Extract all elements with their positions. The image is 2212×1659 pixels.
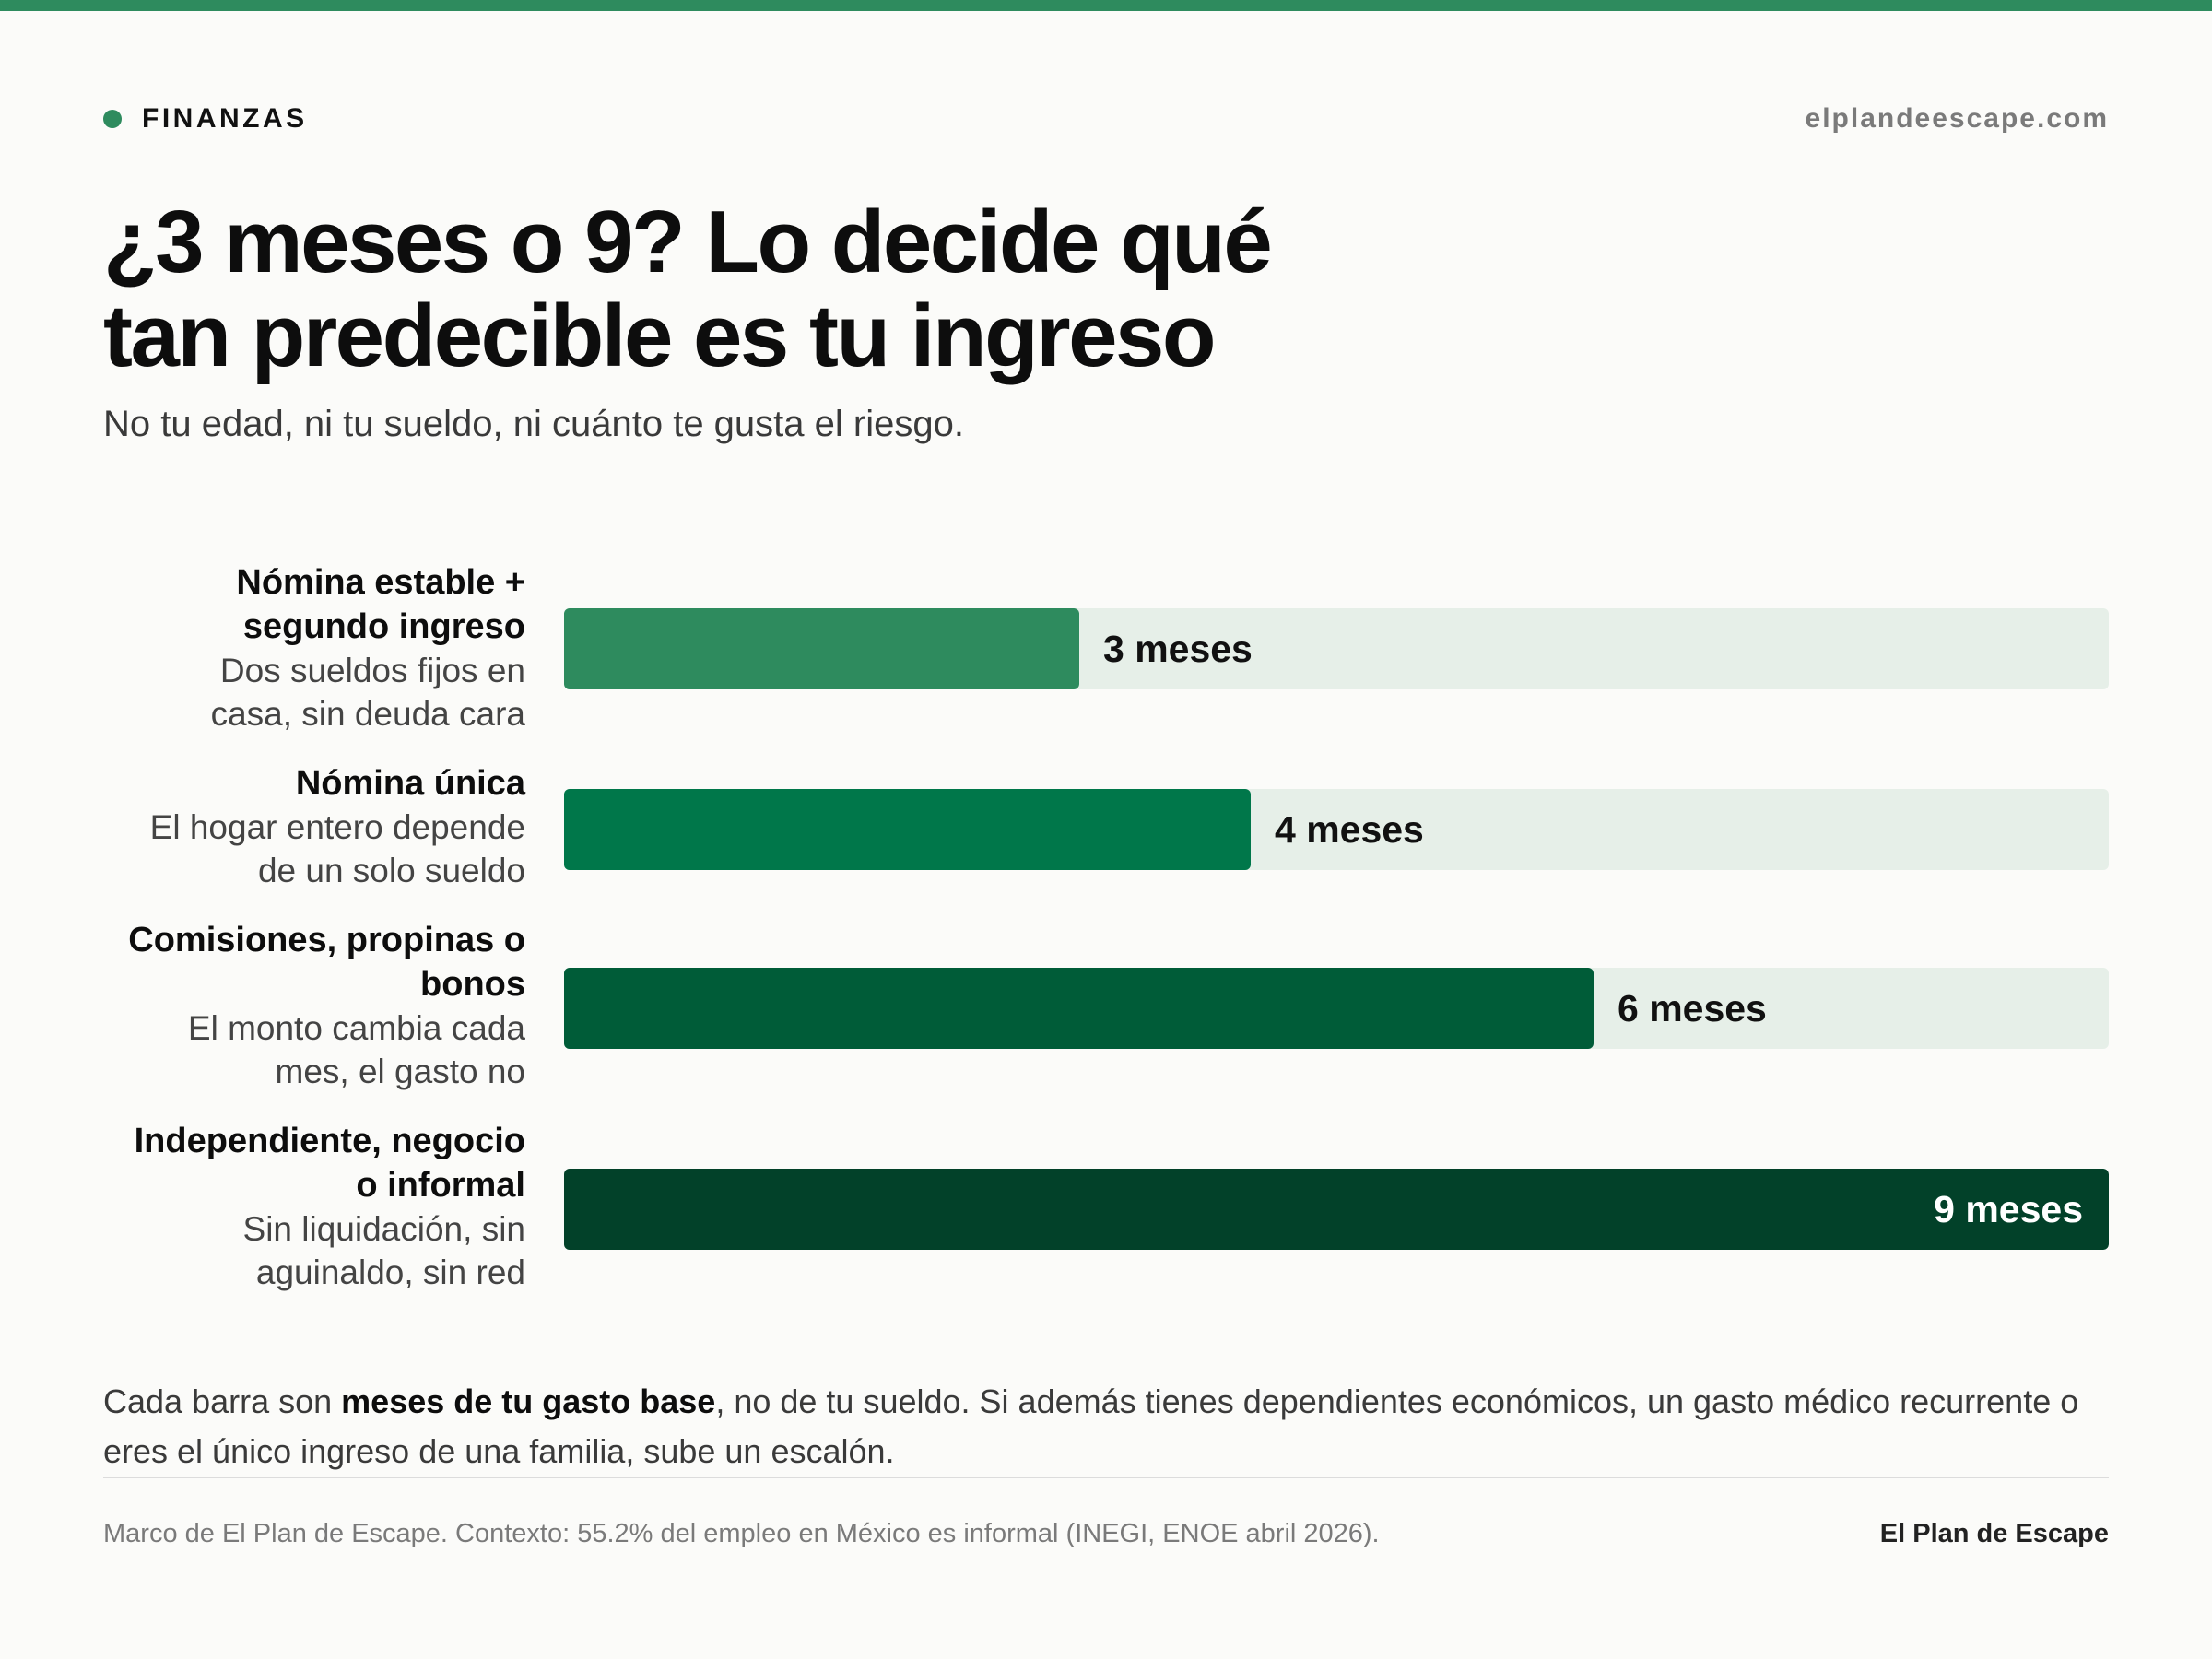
row-label-1: Nómina estable + segundo ingreso Dos suel… — [83, 560, 525, 735]
category-description: El hogar entero depende de un solo sueldo — [149, 808, 525, 889]
site-url[interactable]: elplandeescape.com — [1805, 103, 2109, 134]
bar-track-2 — [564, 789, 2109, 870]
header: FINANZAS elplandeescape.com — [103, 103, 2109, 140]
bar-1 — [564, 608, 1079, 689]
bar-value-label-3: 6 meses — [1618, 987, 1767, 1030]
bar-value-label-2: 4 meses — [1275, 808, 1424, 851]
row-label-4: Independiente, negocio o informal Sin liq… — [83, 1119, 525, 1294]
chart-title-line-1: ¿3 meses o 9? Lo decide qué — [103, 193, 1273, 291]
bar-value-label-1: 3 meses — [1103, 628, 1253, 670]
category-name: Comisiones, propinas o bonos — [128, 921, 525, 1004]
bar-4 — [564, 1169, 2109, 1250]
top-accent-bar — [0, 0, 2212, 11]
chart-title-line-2: tan predecible es tu ingreso — [103, 287, 1217, 385]
source-note: Marco de El Plan de Escape. Contexto: 55… — [103, 1519, 1380, 1548]
note-text-pre: Cada barra son — [103, 1382, 342, 1420]
footer-divider — [103, 1477, 2109, 1478]
category-tag: FINANZAS — [103, 103, 308, 135]
bar-track-4 — [564, 1169, 2109, 1250]
brand-name: El Plan de Escape — [1879, 1519, 2109, 1548]
bar-3 — [564, 968, 1594, 1049]
note-text-post: , no de tu sueldo. Si además tienes depe… — [103, 1382, 2079, 1470]
bar-track-1 — [564, 608, 2109, 689]
category-name: Independiente, negocio o informal — [134, 1122, 525, 1205]
category-description: Dos sueldos fijos en casa, sin deuda cara — [210, 652, 525, 733]
category-description: El monto cambia cada mes, el gasto no — [187, 1009, 525, 1090]
chart-title: ¿3 meses o 9? Lo decide qué tan predecib… — [103, 195, 1394, 383]
bar-2 — [564, 789, 1251, 870]
chart-note: Cada barra son meses de tu gasto base, n… — [103, 1377, 2109, 1477]
note-text-bold: meses de tu gasto base — [341, 1382, 716, 1420]
bar-track-3 — [564, 968, 2109, 1049]
category-label: FINANZAS — [142, 103, 308, 134]
bar-value-label-4: 9 meses — [1934, 1188, 2083, 1230]
bar-chart: Nómina estable + segundo ingreso Dos suel… — [0, 553, 2212, 1309]
category-name: Nómina estable + segundo ingreso — [236, 563, 525, 646]
row-label-2: Nómina única El hogar entero depende de u… — [83, 761, 525, 892]
chart-subtitle: No tu edad, ni tu sueldo, ni cuánto te g… — [103, 404, 964, 444]
row-label-3: Comisiones, propinas o bonos El monto cam… — [83, 918, 525, 1093]
category-description: Sin liquidación, sin aguinaldo, sin red — [242, 1210, 525, 1291]
category-name: Nómina única — [295, 764, 525, 803]
category-dot-icon — [103, 110, 122, 128]
